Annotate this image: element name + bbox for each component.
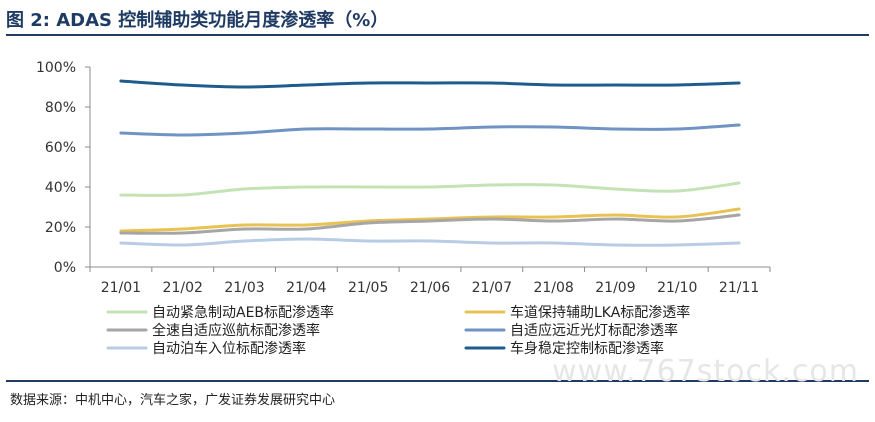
series-line-1 <box>119 181 741 197</box>
legend-label: 自适应远近光灯标配渗透率 <box>510 322 678 339</box>
x-tick-label: 21/08 <box>533 280 573 296</box>
legend-label: 车身稳定控制标配渗透率 <box>510 340 664 357</box>
x-tick-label: 21/07 <box>472 280 512 296</box>
x-tick-label: 21/05 <box>348 280 388 296</box>
legend-label: 自动泊车入位标配渗透率 <box>152 340 306 357</box>
series-line-6 <box>119 79 741 89</box>
source-rule <box>6 380 869 382</box>
legend-label: 自动紧急制动AEB标配渗透率 <box>152 304 334 321</box>
x-tick-label: 21/10 <box>657 280 697 296</box>
x-tick-label: 21/11 <box>719 280 759 296</box>
y-tick-label: 100% <box>36 60 76 76</box>
data-source-note: 数据来源：中机中心，汽车之家，广发证券发展研究中心 <box>10 393 336 408</box>
y-tick-label: 60% <box>45 140 76 156</box>
x-tick-label: 21/01 <box>101 280 141 296</box>
y-tick-label: 40% <box>45 180 76 196</box>
series-line-3 <box>119 213 741 235</box>
x-tick-label: 21/02 <box>163 280 203 296</box>
y-tick-label: 80% <box>45 100 76 116</box>
y-tick-label: 0% <box>54 260 76 276</box>
x-tick-label: 21/04 <box>286 280 326 296</box>
series-line-5 <box>119 237 741 247</box>
y-tick-label: 20% <box>45 220 76 236</box>
figure-title: 图 2: ADAS 控制辅助类功能月度渗透率（%） <box>6 10 389 31</box>
title-rule <box>6 34 869 36</box>
line-chart: 0% 20% 40% 60% 80% 100% 21/01 21/02 21/03 21/04 21… <box>36 60 771 357</box>
legend-label: 车道保持辅助LKA标配渗透率 <box>510 304 690 321</box>
x-tick-label: 21/06 <box>410 280 450 296</box>
series-line-2 <box>119 207 741 233</box>
series-line-4 <box>119 123 741 137</box>
legend-label: 全速自适应巡航标配渗透率 <box>152 322 320 339</box>
watermark: www.767stock.com <box>552 354 859 389</box>
x-tick-label: 21/03 <box>224 280 264 296</box>
x-tick-label: 21/09 <box>595 280 635 296</box>
